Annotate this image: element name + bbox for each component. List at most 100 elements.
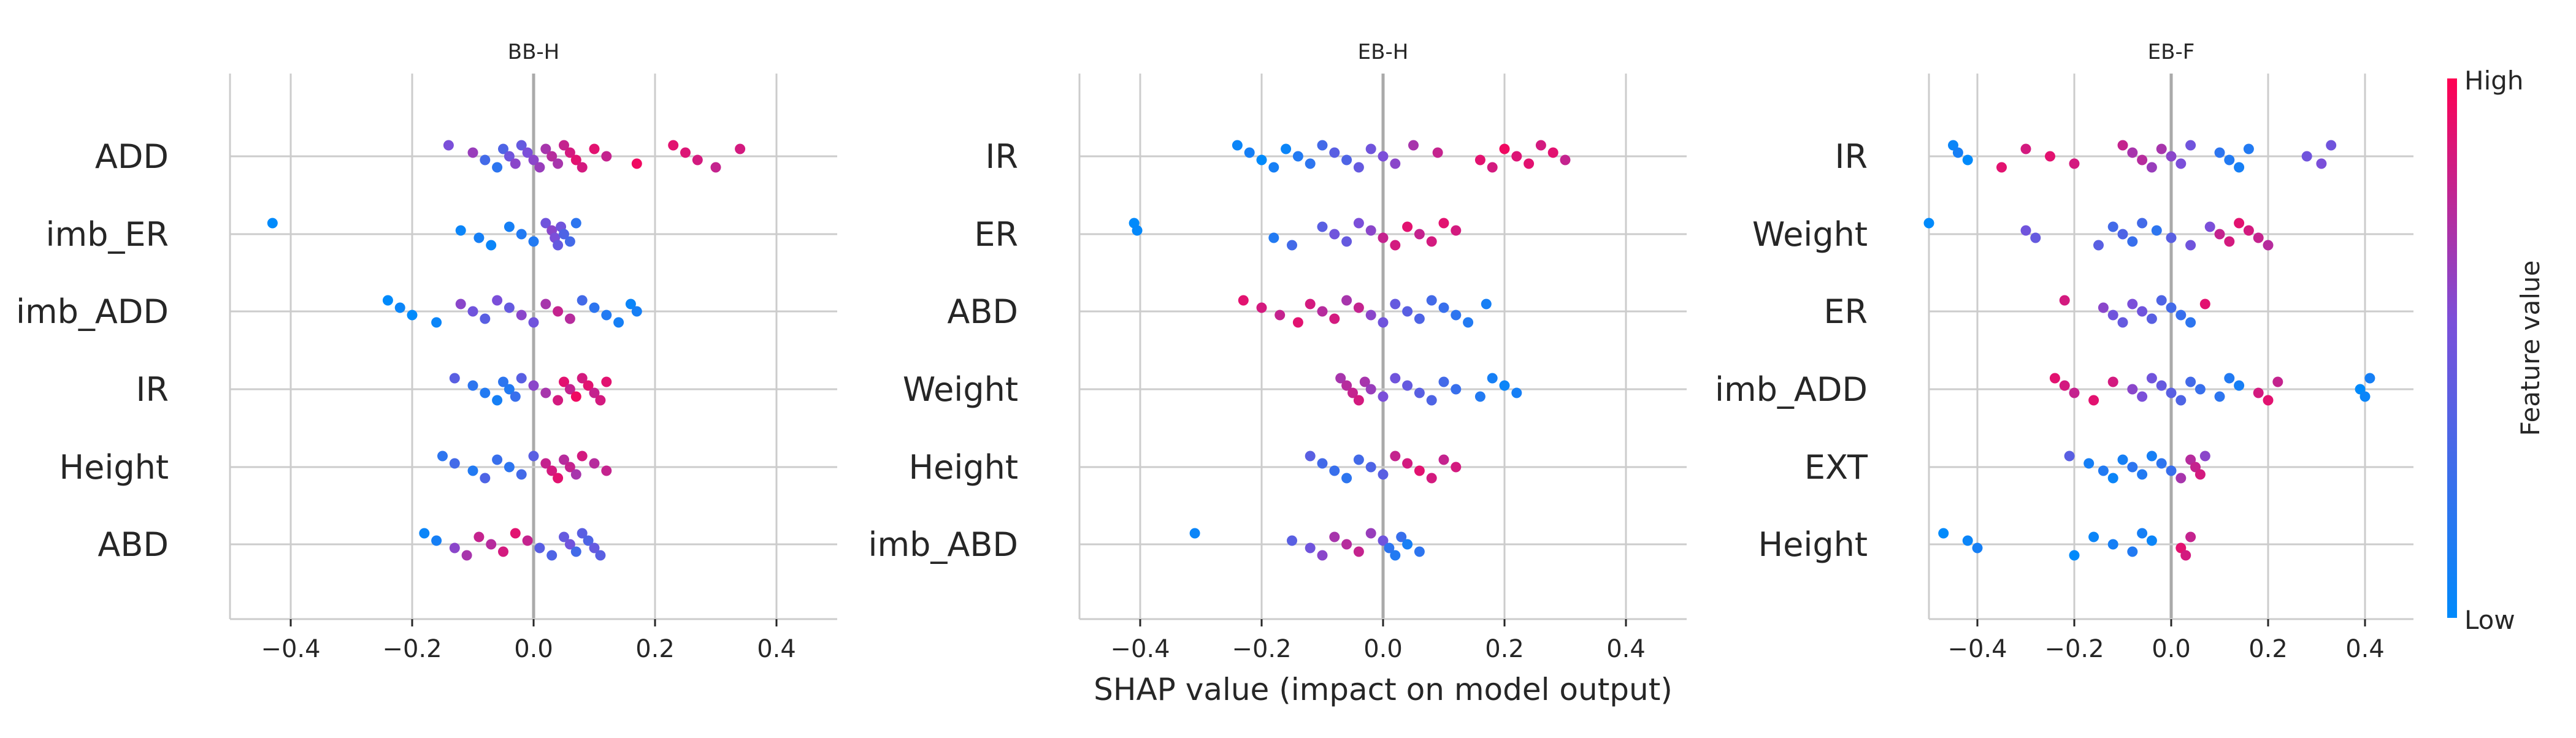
panel-title: BB-H xyxy=(508,40,560,64)
feature-points-imb-add xyxy=(2049,373,2375,406)
shap-point xyxy=(577,162,588,173)
shap-point xyxy=(394,302,405,313)
shap-point xyxy=(528,236,539,247)
shap-point xyxy=(1402,306,1413,317)
shap-point xyxy=(2185,454,2196,465)
shap-point xyxy=(480,154,491,165)
shap-point xyxy=(2185,531,2196,542)
shap-point xyxy=(1329,531,1340,542)
shap-point xyxy=(407,310,418,321)
shap-point xyxy=(1414,465,1425,476)
shap-point xyxy=(492,295,503,306)
shap-point xyxy=(1305,542,1316,554)
shap-point xyxy=(1402,539,1413,550)
shap-point xyxy=(564,147,575,158)
shap-point xyxy=(577,451,588,462)
shap-point xyxy=(2185,140,2196,151)
shap-point xyxy=(1232,140,1243,151)
shap-point xyxy=(522,535,533,546)
shap-point xyxy=(2137,528,2148,539)
shap-point xyxy=(2234,162,2245,173)
shap-point xyxy=(2098,465,2109,476)
feature-label: imb_ER xyxy=(45,215,169,254)
shap-point xyxy=(486,240,497,251)
feature-label: IR xyxy=(136,370,169,409)
shap-point xyxy=(2185,376,2196,387)
x-tick-label: 0.2 xyxy=(1485,635,1524,663)
feature-points-ir xyxy=(1948,140,2337,173)
shap-point xyxy=(1474,154,1485,165)
shap-point xyxy=(2030,232,2041,243)
feature-points-imb-add xyxy=(382,295,642,328)
shap-point xyxy=(2180,550,2191,561)
shap-point xyxy=(1256,154,1267,165)
shap-point xyxy=(2166,232,2177,243)
panel-eb-f: EB-F −0.4 −0.2 0.0 0.2 0.4 IR Weight ER imb_ADD EX… xyxy=(1715,40,2413,663)
shap-point xyxy=(553,158,564,169)
feature-label: IR xyxy=(986,137,1018,176)
feature-label: Height xyxy=(1758,525,1868,564)
shap-point xyxy=(2214,391,2225,402)
x-axis-label: SHAP value (impact on model output) xyxy=(1094,672,1673,707)
shap-point xyxy=(1402,380,1413,391)
shap-point xyxy=(1378,317,1389,328)
feature-points-abd xyxy=(1238,295,1492,328)
shap-point xyxy=(449,458,460,469)
shap-point xyxy=(504,384,515,395)
shap-point xyxy=(1378,391,1389,402)
shap-point xyxy=(2137,218,2148,229)
shap-point xyxy=(2069,387,2080,398)
x-tick-label: −0.2 xyxy=(2044,635,2104,663)
shap-point xyxy=(516,310,527,321)
shap-point xyxy=(2199,299,2210,310)
shap-point xyxy=(2117,140,2128,151)
shap-point xyxy=(1353,546,1364,557)
shap-point xyxy=(2156,143,2167,154)
feature-points-abd xyxy=(419,528,606,561)
shap-point xyxy=(1244,147,1255,158)
shap-point xyxy=(2059,295,2070,306)
shap-point xyxy=(443,140,454,151)
shap-point xyxy=(1305,451,1316,462)
shap-point xyxy=(2166,465,2177,476)
shap-point xyxy=(480,473,491,484)
shap-point xyxy=(1281,143,1292,154)
shap-point xyxy=(516,140,527,151)
shap-point xyxy=(1256,302,1267,313)
shap-point xyxy=(1962,154,1973,165)
shap-point xyxy=(589,387,600,398)
colorbar-title: Feature value xyxy=(2515,261,2545,436)
shap-point xyxy=(492,395,503,406)
shap-point xyxy=(570,469,581,480)
x-tick-label: 0.0 xyxy=(2152,635,2191,663)
shap-point xyxy=(504,302,515,313)
shap-point xyxy=(1426,236,1437,247)
shap-point xyxy=(2301,151,2312,162)
feature-points-ir xyxy=(449,373,612,406)
shap-point xyxy=(1547,147,1558,158)
shap-point xyxy=(2117,317,2128,328)
shap-point xyxy=(540,458,551,469)
shap-point xyxy=(2166,302,2177,313)
shap-point xyxy=(1347,387,1358,398)
shap-point xyxy=(2127,462,2138,473)
shap-point xyxy=(1390,451,1401,462)
shap-point xyxy=(2263,395,2274,406)
shap-point xyxy=(2195,384,2206,395)
colorbar: High Low Feature value xyxy=(2447,66,2545,635)
shap-point xyxy=(1402,458,1413,469)
shap-point xyxy=(2127,236,2138,247)
shap-point xyxy=(735,143,746,154)
feature-points-weight xyxy=(1335,373,1522,406)
shap-point xyxy=(564,384,575,395)
shap-point xyxy=(1359,376,1370,387)
shap-point xyxy=(631,158,642,169)
colorbar-low-label: Low xyxy=(2464,605,2515,635)
shap-point xyxy=(2175,542,2187,554)
shap-point xyxy=(449,373,460,384)
shap-point xyxy=(2195,469,2206,480)
shap-point xyxy=(540,143,551,154)
shap-point xyxy=(504,151,515,162)
shap-point xyxy=(486,539,497,550)
